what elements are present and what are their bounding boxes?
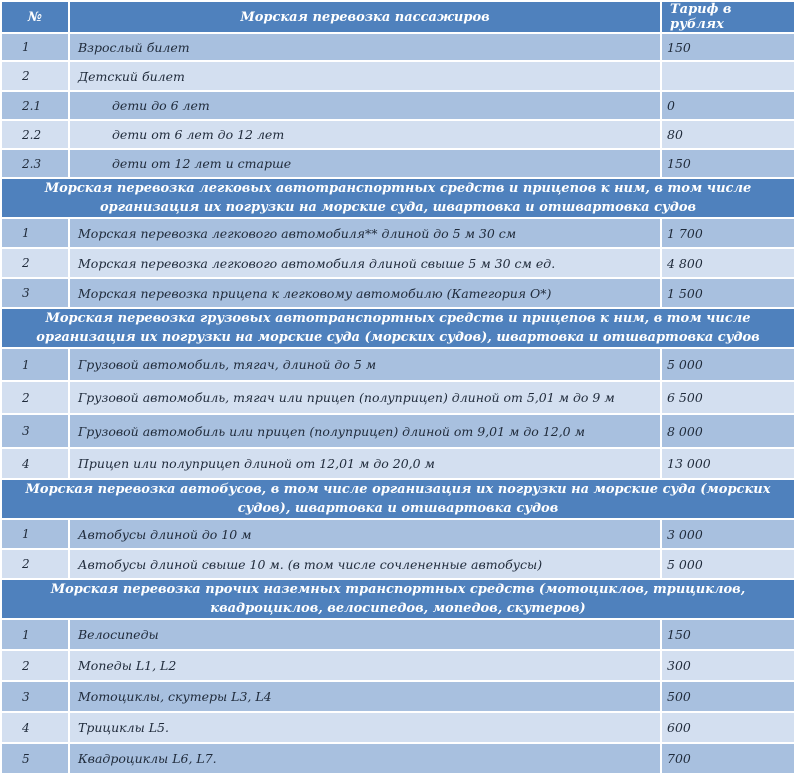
- table-header: № Морская перевозка пассажиров Тариф в р…: [0, 0, 794, 34]
- row-number: 2: [0, 60, 70, 92]
- row-price: 6 500: [660, 380, 794, 415]
- row-price: 700: [660, 742, 794, 775]
- row-description: дети от 12 лет и старше: [68, 148, 662, 179]
- section-header: Морская перевозка легковых автотранспорт…: [0, 177, 794, 219]
- row-price: 80: [660, 119, 794, 150]
- row-number: 2: [0, 380, 70, 415]
- table-row: 2 Морская перевозка легкового автомобиля …: [0, 247, 794, 279]
- row-description: дети от 6 лет до 12 лет: [68, 119, 662, 150]
- section-title: Морская перевозка прочих наземных трансп…: [0, 578, 794, 620]
- row-price: 1 700: [660, 217, 794, 249]
- row-price: [660, 60, 794, 92]
- row-description: Велосипеды: [68, 618, 662, 651]
- row-number: 2: [0, 548, 70, 580]
- row-price: 8 000: [660, 413, 794, 449]
- row-number: 2.3: [0, 148, 70, 179]
- table-row: 3 Морская перевозка прицепа к легковому а…: [0, 277, 794, 309]
- row-number: 3: [0, 680, 70, 713]
- row-number: 2.2: [0, 119, 70, 150]
- row-price: 13 000: [660, 447, 794, 480]
- section-title: Морская перевозка легковых автотранспорт…: [0, 177, 794, 219]
- row-number: 1: [0, 217, 70, 249]
- section-header: Морская перевозка прочих наземных трансп…: [0, 578, 794, 620]
- table-row: 5 Квадроциклы L6, L7. 700: [0, 742, 794, 775]
- section-title: Морская перевозка грузовых автотранспорт…: [0, 307, 794, 349]
- table-row: 2 Детский билет: [0, 60, 794, 92]
- row-description: Морская перевозка легкового автомобиля**…: [68, 217, 662, 249]
- row-number: 3: [0, 413, 70, 449]
- row-price: 4 800: [660, 247, 794, 279]
- header-tariff: Тариф в рублях: [660, 0, 794, 34]
- table-row: 1 Взрослый билет 150: [0, 32, 794, 62]
- row-description: Грузовой автомобиль, тягач или прицеп (п…: [68, 380, 662, 415]
- row-number: 4: [0, 447, 70, 480]
- row-description: Грузовой автомобиль, тягач, длиной до 5 …: [68, 347, 662, 382]
- table-row: 2.2 дети от 6 лет до 12 лет 80: [0, 119, 794, 150]
- header-no: №: [0, 0, 70, 34]
- row-price: 300: [660, 649, 794, 682]
- row-price: 150: [660, 618, 794, 651]
- row-number: 2: [0, 247, 70, 279]
- row-number: 2.1: [0, 90, 70, 121]
- row-description: Морская перевозка легкового автомобиля д…: [68, 247, 662, 279]
- row-number: 1: [0, 32, 70, 62]
- row-description: дети до 6 лет: [68, 90, 662, 121]
- row-number: 1: [0, 618, 70, 651]
- row-description: Мопеды L1, L2: [68, 649, 662, 682]
- table-row: 1 Велосипеды 150: [0, 618, 794, 651]
- row-description: Грузовой автомобиль или прицеп (полуприц…: [68, 413, 662, 449]
- row-number: 1: [0, 347, 70, 382]
- section-header: Морская перевозка автобусов, в том числе…: [0, 478, 794, 520]
- row-price: 150: [660, 32, 794, 62]
- row-number: 1: [0, 518, 70, 550]
- row-price: 1 500: [660, 277, 794, 309]
- table-row: 1 Морская перевозка легкового автомобиля*…: [0, 217, 794, 249]
- table-row: 1 Грузовой автомобиль, тягач, длиной до 5…: [0, 347, 794, 382]
- row-price: 500: [660, 680, 794, 713]
- row-price: 0: [660, 90, 794, 121]
- table-row: 4 Трициклы L5. 600: [0, 711, 794, 744]
- table-row: 2 Автобусы длиной свыше 10 м. (в том числ…: [0, 548, 794, 580]
- row-number: 2: [0, 649, 70, 682]
- section-title: Морская перевозка автобусов, в том числе…: [0, 478, 794, 520]
- row-description: Автобусы длиной до 10 м: [68, 518, 662, 550]
- row-price: 600: [660, 711, 794, 744]
- row-number: 4: [0, 711, 70, 744]
- table-row: 3 Грузовой автомобиль или прицеп (полупри…: [0, 413, 794, 449]
- row-description: Морская перевозка прицепа к легковому ав…: [68, 277, 662, 309]
- table-row: 2 Мопеды L1, L2 300: [0, 649, 794, 682]
- row-description: Детский билет: [68, 60, 662, 92]
- table-row: 2.3 дети от 12 лет и старше 150: [0, 148, 794, 179]
- row-number: 5: [0, 742, 70, 775]
- row-description: Прицеп или полуприцеп длиной от 12,01 м …: [68, 447, 662, 480]
- row-description: Взрослый билет: [68, 32, 662, 62]
- row-price: 5 000: [660, 347, 794, 382]
- row-price: 5 000: [660, 548, 794, 580]
- row-description: Квадроциклы L6, L7.: [68, 742, 662, 775]
- row-price: 150: [660, 148, 794, 179]
- header-title: Морская перевозка пассажиров: [68, 0, 662, 34]
- table-row: 4 Прицеп или полуприцеп длиной от 12,01 м…: [0, 447, 794, 480]
- row-description: Мотоциклы, скутеры L3, L4: [68, 680, 662, 713]
- row-number: 3: [0, 277, 70, 309]
- table-row: 2 Грузовой автомобиль, тягач или прицеп (…: [0, 380, 794, 415]
- row-description: Автобусы длиной свыше 10 м. (в том числе…: [68, 548, 662, 580]
- row-price: 3 000: [660, 518, 794, 550]
- table-row: 2.1 дети до 6 лет 0: [0, 90, 794, 121]
- section-header: Морская перевозка грузовых автотранспорт…: [0, 307, 794, 349]
- table-row: 3 Мотоциклы, скутеры L3, L4 500: [0, 680, 794, 713]
- row-description: Трициклы L5.: [68, 711, 662, 744]
